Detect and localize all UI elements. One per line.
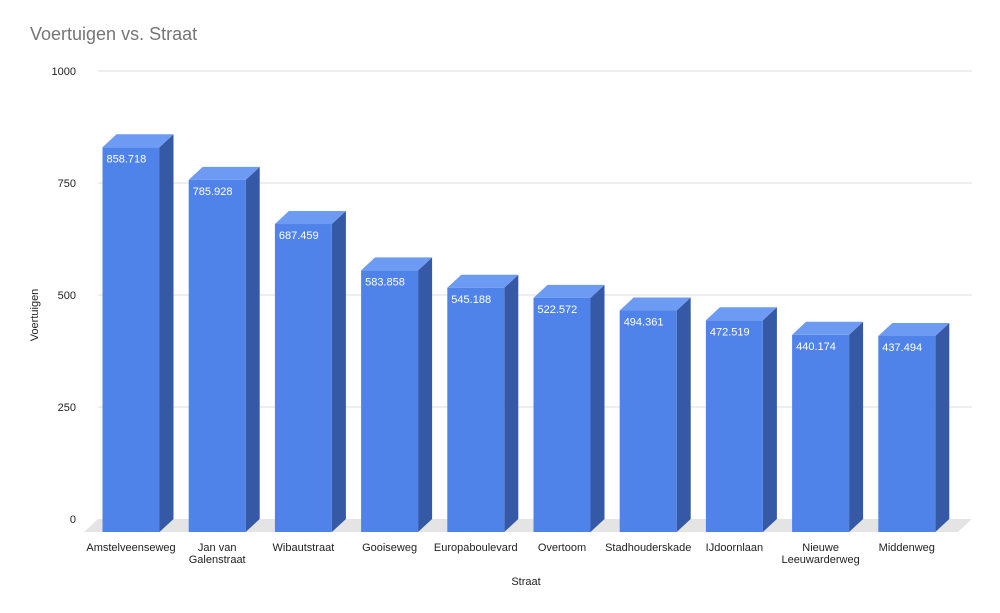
bar-side [590, 284, 605, 532]
bar-front [447, 287, 505, 532]
x-tick-label: Nieuwe Leeuwarderweg [781, 542, 859, 566]
bar: 437.494 [878, 323, 950, 532]
bar-top [878, 323, 950, 337]
bar-front [878, 336, 936, 532]
bar-front [533, 297, 591, 532]
y-axis-label: Voertuigen [29, 289, 41, 342]
x-tick-label: Amstelveenseweg [86, 542, 175, 554]
y-tick-label: 0 [70, 514, 76, 526]
bar: 785.928 [188, 166, 260, 533]
x-tick-label: Overtoom [538, 542, 586, 554]
x-tick-label: Gooiseweg [362, 542, 417, 554]
bar-front [274, 224, 332, 532]
data-label: 472.519 [710, 326, 750, 338]
bar-side [762, 307, 777, 532]
data-label: 858.718 [107, 153, 147, 165]
bar-side [849, 321, 864, 532]
y-tick-label: 1000 [52, 66, 76, 78]
y-tick-label: 500 [58, 290, 76, 302]
x-tick-label: Jan van Galenstraat [189, 542, 246, 566]
bar-side [331, 211, 346, 532]
bar-front [705, 320, 763, 532]
data-label: 440.174 [796, 341, 836, 353]
y-tick-label: 250 [58, 402, 76, 414]
bars: 858.718 785.928 687.459 583.858 545.188 522.5… [102, 134, 950, 533]
bar-top [188, 166, 260, 180]
x-tick-label: IJdoornlaan [706, 542, 764, 554]
bar: 545.188 [447, 274, 519, 532]
data-label: 545.188 [451, 294, 491, 306]
bar: 687.459 [274, 211, 346, 532]
data-label: 687.459 [279, 230, 319, 242]
bar-side [418, 257, 433, 532]
bar-top [447, 274, 519, 288]
x-tick-label: Stadhouderskade [605, 542, 691, 554]
bar-side [676, 297, 691, 532]
bar-front [102, 147, 160, 532]
bar: 494.361 [619, 297, 691, 532]
x-tick-label: Middenweg [879, 542, 935, 554]
bar-front [619, 310, 677, 532]
bar-side [159, 134, 174, 532]
x-axis-ticks: Amstelveenseweg Jan van Galenstraat Wibauts… [86, 542, 935, 566]
y-axis-ticks: 0 250 500 750 1000 [52, 66, 76, 526]
bar-front [188, 179, 246, 533]
x-tick-label: Wibautstraat [273, 542, 335, 554]
data-label: 522.572 [538, 304, 578, 316]
x-axis-label: Straat [511, 576, 540, 588]
bar-side [245, 166, 260, 533]
data-label: 583.858 [365, 276, 405, 288]
y-tick-label: 750 [58, 178, 76, 190]
bar-top [705, 307, 777, 321]
bar-top [102, 134, 174, 148]
bar-front [361, 270, 419, 532]
bar: 472.519 [705, 307, 777, 532]
bar: 440.174 [792, 321, 864, 532]
bar: 522.572 [533, 284, 605, 532]
x-tick-label: Europaboulevard [434, 542, 518, 554]
bar: 583.858 [361, 257, 433, 532]
bar-top [533, 284, 605, 298]
bar: 858.718 [102, 134, 174, 532]
chart-title: Voertuigen vs. Straat [30, 24, 198, 44]
bar-front [792, 334, 850, 532]
bar-top [792, 321, 864, 335]
bar-top [274, 211, 346, 225]
bar-side [504, 274, 519, 532]
bar-top [619, 297, 691, 311]
bar-top [361, 257, 433, 271]
bar-side [935, 323, 950, 532]
data-label: 494.361 [624, 317, 664, 329]
data-label: 437.494 [882, 342, 922, 354]
data-label: 785.928 [193, 186, 233, 198]
